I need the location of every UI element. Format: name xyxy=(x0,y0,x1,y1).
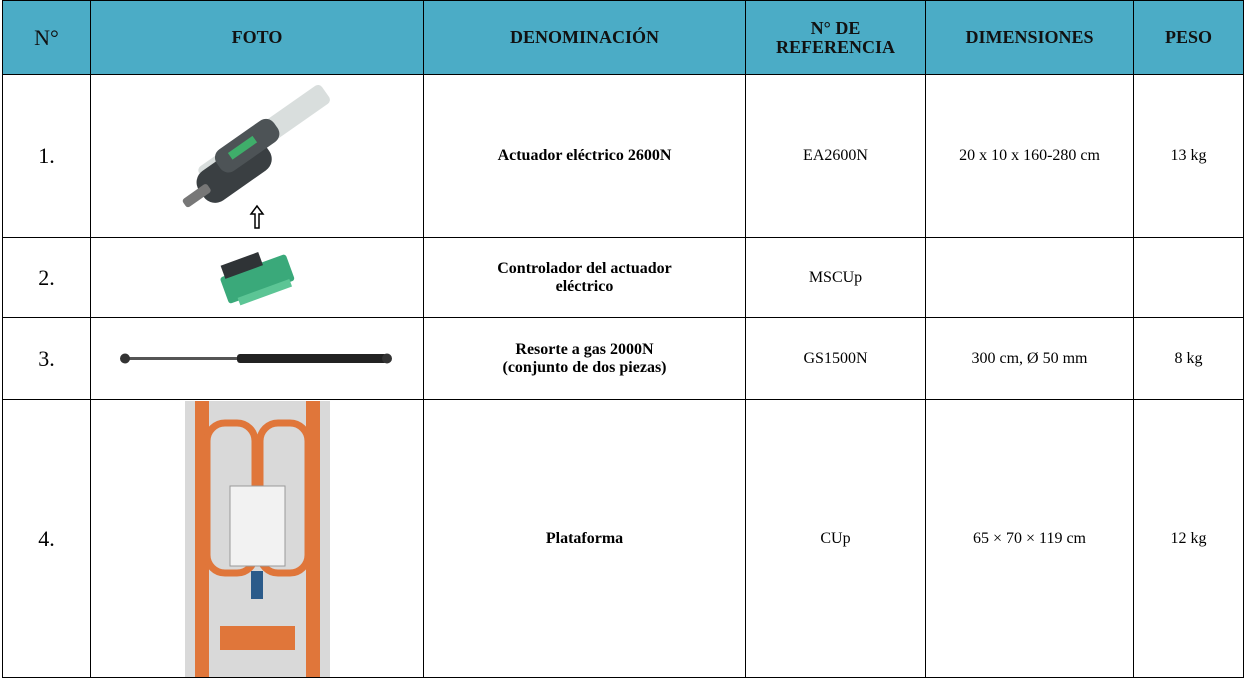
gas-spring-photo xyxy=(120,353,392,363)
number-cell: 3. xyxy=(2,317,91,400)
row: 3. Resorte a gas 2000N (conjunto de dos … xyxy=(2,317,1244,400)
photo-cell xyxy=(90,317,424,400)
header-cell: DENOMINACIÓN xyxy=(423,0,746,75)
row: 1. Actuador eléctrico 2600N EA2600N 20 x… xyxy=(2,74,1244,238)
name-cell: Controlador del actuador eléctrico xyxy=(423,237,746,318)
number-cell: 1. xyxy=(2,74,91,238)
row: 2. Controlador del actuador eléctrico MS… xyxy=(2,237,1244,318)
dimensions-cell xyxy=(925,237,1134,318)
row: 4. Plataforma CUp 65 × 70 × 119 cm 12 kg xyxy=(2,399,1244,678)
header-row: N° FOTO DENOMINACIÓN N° DE REFERENCIA DI… xyxy=(2,0,1244,75)
controller-photo xyxy=(220,251,295,305)
actuator-photo xyxy=(182,84,330,229)
header-cell: N° DE REFERENCIA xyxy=(745,0,926,75)
dimensions-cell: 65 × 70 × 119 cm xyxy=(925,399,1134,678)
photo-cell xyxy=(90,237,424,318)
name-cell: Plataforma xyxy=(423,399,746,678)
header-cell: DIMENSIONES xyxy=(925,0,1134,75)
number-cell: 2. xyxy=(2,237,91,318)
reference-cell: CUp xyxy=(745,399,926,678)
photo-cell xyxy=(90,74,424,238)
weight-cell: 8 kg xyxy=(1133,317,1244,400)
number-cell: 4. xyxy=(2,399,91,678)
header-cell: FOTO xyxy=(90,0,424,75)
dimensions-cell: 300 cm, Ø 50 mm xyxy=(925,317,1134,400)
name-cell: Resorte a gas 2000N (conjunto de dos pie… xyxy=(423,317,746,400)
reference-cell: GS1500N xyxy=(745,317,926,400)
photo-cell xyxy=(90,399,424,678)
header-cell: PESO xyxy=(1133,0,1244,75)
weight-cell: 13 kg xyxy=(1133,74,1244,238)
reference-cell: EA2600N xyxy=(745,74,926,238)
reference-cell: MSCUp xyxy=(745,237,926,318)
dimensions-cell: 20 x 10 x 160-280 cm xyxy=(925,74,1134,238)
weight-cell xyxy=(1133,237,1244,318)
name-cell: Actuador eléctrico 2600N xyxy=(423,74,746,238)
platform-photo xyxy=(184,400,330,677)
weight-cell: 12 kg xyxy=(1133,399,1244,678)
header-cell: N° xyxy=(2,0,91,75)
